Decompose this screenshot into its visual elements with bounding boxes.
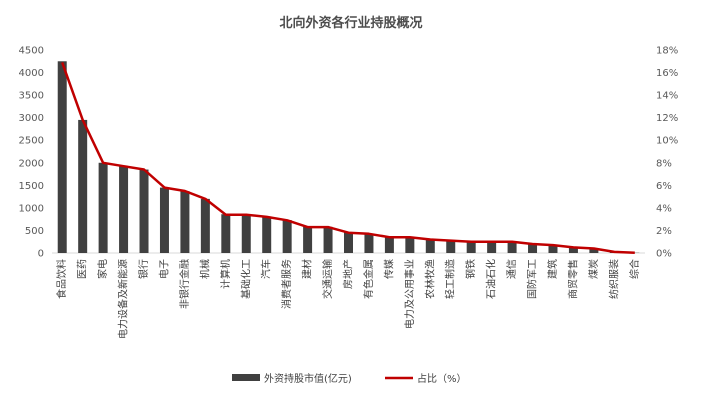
y-right-tick-label: 8% — [656, 158, 672, 169]
category-label: 石油石化 — [485, 259, 498, 299]
y-right-tick-label: 14% — [656, 91, 678, 102]
category-label: 房地产 — [342, 259, 355, 289]
legend-label-bar: 外资持股市值(亿元) — [264, 372, 352, 385]
y-left-tick-label: 4000 — [19, 68, 44, 79]
bar — [323, 226, 333, 253]
legend-label-line: 占比（%） — [417, 372, 467, 385]
category-label: 家电 — [96, 259, 109, 279]
category-label: 煤炭 — [587, 259, 600, 279]
bar — [200, 198, 210, 253]
chart-title: 北向外资各行业持股概况 — [279, 15, 422, 31]
bar — [98, 162, 108, 253]
category-label: 电力及公用事业 — [403, 259, 416, 329]
bar — [487, 241, 497, 253]
y-right-tick-label: 0% — [656, 249, 672, 260]
category-label: 农林牧渔 — [423, 259, 436, 299]
category-label: 建材 — [301, 259, 314, 279]
bar — [528, 243, 538, 253]
bar — [221, 214, 231, 253]
category-label: 计算机 — [219, 259, 232, 289]
bar — [262, 216, 272, 253]
category-label: 汽车 — [260, 259, 273, 279]
y-left-tick-label: 2000 — [19, 158, 44, 169]
y-left-tick-label: 4500 — [19, 46, 44, 57]
legend-swatch-bar — [232, 374, 260, 381]
y-left-tick-label: 3000 — [19, 113, 44, 124]
bar — [446, 240, 456, 253]
bar — [139, 169, 149, 253]
bar-series — [57, 61, 640, 254]
y-left-tick-label: 3500 — [19, 91, 44, 102]
axes: 0 500 1000 1500 2000 2500 3000 3500 4000 4500 0% 2%… — [19, 46, 679, 260]
category-label: 通信 — [506, 259, 518, 279]
category-label: 交通运输 — [321, 259, 334, 299]
category-label: 基础化工 — [239, 259, 252, 299]
category-label: 食品饮料 — [55, 259, 68, 299]
y-right-tick-label: 4% — [656, 203, 672, 214]
bar — [548, 245, 558, 253]
bar — [405, 236, 415, 253]
y-right-tick-label: 16% — [656, 68, 678, 79]
category-label: 综合 — [628, 259, 641, 279]
bar — [568, 247, 578, 253]
y-right-tick-label: 6% — [656, 181, 672, 192]
bar — [78, 119, 88, 253]
category-label: 机械 — [198, 259, 211, 279]
bar — [119, 166, 129, 253]
category-label: 纺织服装 — [607, 259, 620, 299]
bar — [344, 232, 353, 253]
category-label: 医药 — [77, 259, 89, 279]
bar — [364, 234, 374, 253]
bar — [466, 241, 476, 253]
category-label: 电力设备及新能源 — [117, 259, 130, 339]
bar — [384, 236, 394, 253]
category-label: 轻工制造 — [444, 259, 457, 299]
category-label: 商贸零售 — [566, 259, 579, 299]
legend: 外资持股市值(亿元) 占比（%） — [232, 372, 467, 385]
category-label: 国防军工 — [526, 259, 539, 299]
y-right-tick-label: 12% — [656, 113, 678, 124]
bar — [57, 61, 67, 254]
y-right-tick-label: 2% — [656, 226, 672, 237]
category-label: 有色金属 — [362, 259, 375, 299]
bar — [425, 239, 435, 253]
y-left-tick-label: 1000 — [19, 203, 44, 214]
category-label: 非银行金融 — [178, 259, 191, 309]
bar — [241, 215, 251, 253]
bar — [589, 248, 599, 253]
category-label: 建筑 — [546, 259, 559, 279]
y-right-tick-label: 10% — [656, 136, 678, 147]
category-label: 电子 — [157, 259, 170, 279]
line-series — [61, 61, 635, 255]
bar — [282, 220, 292, 253]
y-left-tick-label: 1500 — [19, 181, 44, 192]
bar — [159, 187, 169, 253]
y-right-tick-label: 18% — [656, 46, 678, 57]
bar — [303, 226, 313, 253]
category-label: 钢铁 — [464, 259, 477, 279]
category-label: 消费者服务 — [280, 259, 293, 309]
bar — [180, 191, 190, 253]
y-left-tick-label: 500 — [25, 226, 44, 237]
category-labels: 食品饮料 医药 家电 电力设备及新能源 银行 电子 非银行金融 机械 计算机 基础化工 汽车 消费者服… — [55, 259, 641, 339]
category-label: 传媒 — [383, 259, 395, 279]
y-left-tick-label: 2500 — [19, 136, 44, 147]
y-left-tick-label: 0 — [38, 249, 44, 260]
category-label: 银行 — [137, 259, 150, 279]
bar — [507, 242, 517, 253]
